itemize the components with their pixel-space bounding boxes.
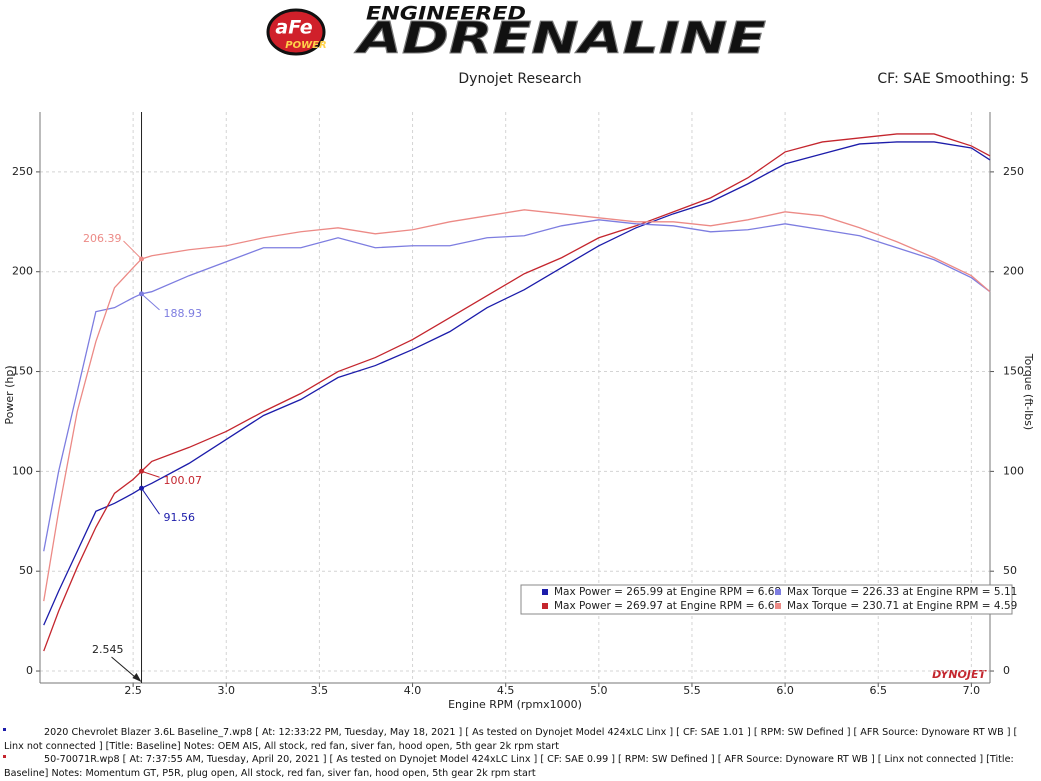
legend-box xyxy=(520,584,1013,615)
footer-note: 50-70071R.wp8 [ At: 7:37:55 AM, Tuesday,… xyxy=(3,753,1036,780)
legend-label: Max Torque = 230.71 at Engine RPM = 4.59 xyxy=(787,600,1017,612)
legend: Max Power = 265.99 at Engine RPM = 6.68 M… xyxy=(520,584,1017,615)
footer-note: 2020 Chevrolet Blazer 3.6L Baseline_7.wp… xyxy=(3,726,1036,753)
note-marker xyxy=(3,728,6,731)
note-text: 2020 Chevrolet Blazer 3.6L Baseline_7.wp… xyxy=(4,727,1018,752)
x-tick-label: 2.5 xyxy=(124,684,142,697)
legend-marker xyxy=(775,589,781,595)
legend-label: Max Torque = 226.33 at Engine RPM = 5.11 xyxy=(787,586,1017,598)
y2-tick-label: 50 xyxy=(1003,564,1017,577)
y-tick-label: 150 xyxy=(12,365,33,378)
y2-tick-label: 150 xyxy=(1003,365,1024,378)
y-tick-label: 50 xyxy=(19,564,33,577)
readout-label: 100.07 xyxy=(164,474,203,487)
readout-point xyxy=(139,468,145,474)
x-tick-label: 6.5 xyxy=(869,684,887,697)
y-tick-label: 0 xyxy=(26,664,33,677)
series-line xyxy=(43,133,991,652)
logo: aFe POWER ENGINEERED ADRENALINE xyxy=(266,3,767,65)
x-tick-label: 5.0 xyxy=(590,684,608,697)
readout-arrow xyxy=(141,293,160,311)
y-tick-label: 250 xyxy=(12,165,33,178)
y-axis-label: Power (hp) xyxy=(3,365,16,424)
readout-label: 91.56 xyxy=(164,511,196,524)
watermark: DYNOJET xyxy=(932,668,987,681)
x-axis-label: Engine RPM (rpmx1000) xyxy=(448,698,582,711)
series-line xyxy=(43,219,991,552)
x-tick-label: 3.5 xyxy=(311,684,329,697)
readout-label: 188.93 xyxy=(164,307,203,320)
legend-marker xyxy=(542,603,548,609)
legend-label: Max Power = 269.97 at Engine RPM = 6.65 xyxy=(554,600,781,612)
cursor-label: 2.545 xyxy=(92,643,124,656)
y2-tick-label: 0 xyxy=(1003,664,1010,677)
readout-arrow xyxy=(123,240,142,260)
readout-point xyxy=(139,256,145,262)
settings-text: CF: SAE Smoothing: 5 xyxy=(877,71,1029,87)
y-tick-label: 100 xyxy=(12,464,33,477)
logo-badge xyxy=(266,8,326,56)
cursor-arrowhead xyxy=(132,673,142,682)
x-tick-label: 4.5 xyxy=(497,684,515,697)
y-tick-label: 200 xyxy=(12,265,33,278)
y2-tick-label: 250 xyxy=(1003,165,1024,178)
readout-arrow xyxy=(141,487,160,515)
readout-label: 206.39 xyxy=(83,232,122,245)
logo-tagline: ENGINEERED xyxy=(366,3,526,25)
legend-marker xyxy=(775,603,781,609)
x-tick-label: 3.0 xyxy=(218,684,236,697)
y2-axis-label: Torque (ft-lbs) xyxy=(1022,353,1035,430)
logo-title: ADRENALINE xyxy=(354,13,766,64)
logo-sub: POWER xyxy=(285,40,326,51)
x-tick-label: 4.0 xyxy=(404,684,422,697)
footer-notes: 2020 Chevrolet Blazer 3.6L Baseline_7.wp… xyxy=(3,726,1036,780)
legend-marker xyxy=(542,589,548,595)
logo-brand: aFe xyxy=(275,17,312,39)
subtitle: Dynojet Research xyxy=(458,71,581,87)
readout-point xyxy=(139,485,145,491)
readout-point xyxy=(139,291,145,297)
note-text: 50-70071R.wp8 [ At: 7:37:55 AM, Tuesday,… xyxy=(4,754,1014,779)
series-line xyxy=(43,141,991,626)
x-tick-label: 5.5 xyxy=(683,684,701,697)
x-tick-label: 7.0 xyxy=(963,684,981,697)
y2-tick-label: 100 xyxy=(1003,464,1024,477)
x-tick-label: 6.0 xyxy=(776,684,794,697)
readout-arrow xyxy=(141,470,160,478)
legend-label: Max Power = 265.99 at Engine RPM = 6.68 xyxy=(554,586,781,598)
y2-tick-label: 200 xyxy=(1003,265,1024,278)
series-line xyxy=(43,209,991,602)
note-marker xyxy=(3,755,6,758)
